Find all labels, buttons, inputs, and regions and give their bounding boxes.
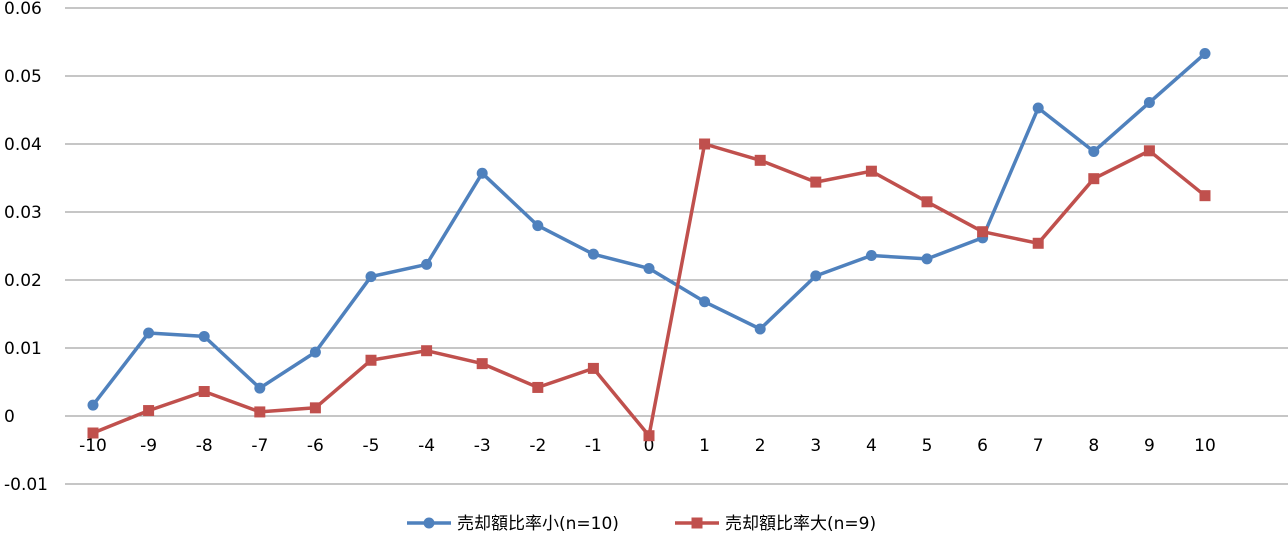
data-point-circle bbox=[309, 346, 321, 358]
y-tick-label: 0.05 bbox=[4, 67, 42, 87]
data-point-square bbox=[87, 427, 99, 439]
legend-marker-square bbox=[691, 517, 703, 529]
data-point-square bbox=[699, 138, 711, 150]
x-tick-label: 8 bbox=[1088, 436, 1099, 456]
data-point-square bbox=[1143, 145, 1155, 157]
data-point-square bbox=[810, 176, 822, 188]
x-tick-label: -2 bbox=[529, 436, 546, 456]
data-point-square bbox=[198, 386, 210, 398]
y-tick-label: 0 bbox=[4, 407, 15, 427]
x-tick-label: 9 bbox=[1144, 436, 1155, 456]
legend-item-1: 売却額比率小(n=10) bbox=[407, 514, 619, 534]
data-point-square bbox=[865, 165, 877, 177]
data-point-circle bbox=[198, 330, 210, 342]
x-tick-label: 3 bbox=[810, 436, 821, 456]
x-tick-label: -6 bbox=[307, 436, 324, 456]
data-point-square bbox=[309, 402, 321, 414]
data-point-square bbox=[1032, 237, 1044, 249]
x-tick-label: 7 bbox=[1033, 436, 1044, 456]
data-point-square bbox=[532, 381, 544, 393]
legend-label: 売却額比率小(n=10) bbox=[457, 514, 619, 534]
data-point-circle bbox=[643, 262, 655, 274]
data-point-square bbox=[143, 405, 155, 417]
data-point-circle bbox=[1143, 97, 1155, 109]
x-tick-label: -3 bbox=[474, 436, 491, 456]
y-tick-label: 0.02 bbox=[4, 271, 42, 291]
data-point-circle bbox=[532, 220, 544, 232]
series-2 bbox=[87, 138, 1211, 442]
data-point-square bbox=[254, 406, 266, 418]
data-point-square bbox=[1199, 190, 1211, 202]
y-tick-label: 0.04 bbox=[4, 135, 42, 155]
x-tick-label: -8 bbox=[196, 436, 213, 456]
x-tick-label: -10 bbox=[79, 436, 107, 456]
data-point-square bbox=[476, 358, 488, 370]
data-point-circle bbox=[587, 248, 599, 260]
data-point-circle bbox=[476, 167, 488, 179]
data-point-circle bbox=[254, 382, 266, 394]
x-tick-label: 10 bbox=[1194, 436, 1216, 456]
data-point-circle bbox=[421, 258, 433, 270]
data-point-circle bbox=[87, 399, 99, 411]
x-tick-label: -4 bbox=[418, 436, 435, 456]
x-tick-label: 1 bbox=[699, 436, 710, 456]
data-point-square bbox=[754, 154, 766, 166]
y-tick-label: 0.01 bbox=[4, 339, 42, 359]
x-axis-ticks: -10 -9 -8 -7 -6 -5 -4 -3 -2 -1 0 1 2 3 4 5 6 7 8 9 10 bbox=[79, 436, 1216, 456]
legend-marker-circle bbox=[423, 517, 435, 529]
data-point-square bbox=[421, 345, 433, 357]
legend-item-2: 売却額比率大(n=9) bbox=[675, 514, 876, 534]
series-group bbox=[87, 48, 1211, 442]
x-tick-label: -5 bbox=[363, 436, 380, 456]
y-axis-ticks: 0.06 0.05 0.04 0.03 0.02 0.01 0 -0.01 bbox=[4, 0, 48, 495]
y-tick-label: -0.01 bbox=[4, 475, 48, 495]
x-tick-label: -1 bbox=[585, 436, 602, 456]
x-tick-label: 0 bbox=[644, 436, 655, 456]
data-point-circle bbox=[810, 270, 822, 282]
x-tick-label: -9 bbox=[140, 436, 157, 456]
gridlines bbox=[65, 7, 1288, 485]
data-point-circle bbox=[1032, 102, 1044, 114]
data-point-square bbox=[365, 354, 377, 366]
x-tick-label: -7 bbox=[251, 436, 268, 456]
x-tick-label: 5 bbox=[922, 436, 933, 456]
series-1 bbox=[87, 48, 1211, 411]
data-point-circle bbox=[1088, 145, 1100, 157]
data-point-circle bbox=[143, 327, 155, 339]
x-tick-label: 2 bbox=[755, 436, 766, 456]
data-point-square bbox=[1088, 173, 1100, 185]
data-point-square bbox=[921, 196, 933, 208]
legend: 売却額比率小(n=10) 売却額比率大(n=9) bbox=[407, 514, 876, 534]
y-tick-label: 0.03 bbox=[4, 203, 42, 223]
data-point-square bbox=[587, 362, 599, 374]
data-point-circle bbox=[1199, 48, 1211, 60]
data-point-circle bbox=[754, 323, 766, 335]
data-point-square bbox=[643, 430, 655, 442]
y-tick-label: 0.06 bbox=[4, 0, 42, 19]
data-point-square bbox=[977, 226, 989, 238]
legend-label: 売却額比率大(n=9) bbox=[725, 514, 876, 534]
data-point-circle bbox=[365, 271, 377, 283]
data-point-circle bbox=[865, 250, 877, 262]
data-point-circle bbox=[921, 253, 933, 265]
data-point-circle bbox=[699, 296, 711, 308]
x-tick-label: 6 bbox=[977, 436, 988, 456]
x-tick-label: 4 bbox=[866, 436, 877, 456]
